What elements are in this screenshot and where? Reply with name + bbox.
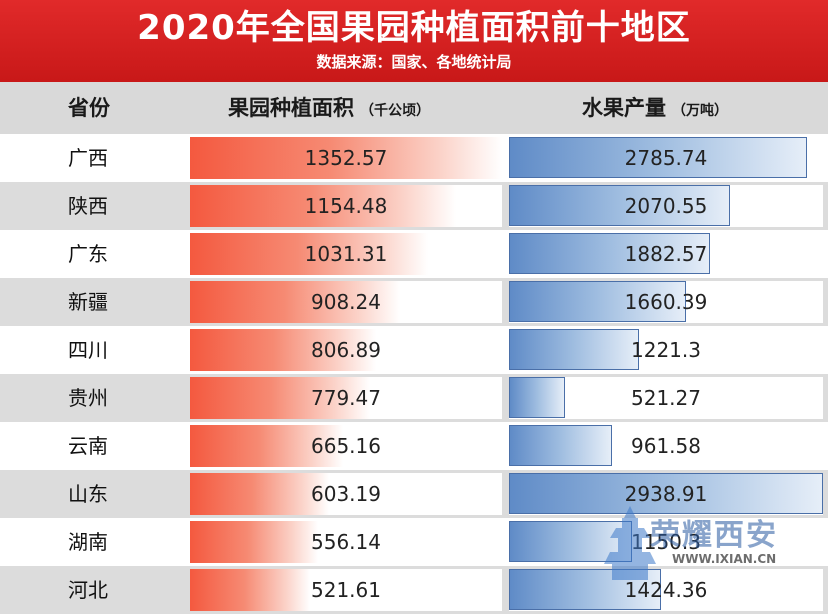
area-bar — [190, 137, 502, 179]
area-bar-track — [190, 185, 502, 227]
chart-title: 2020年全国果园种植面积前十地区 — [137, 8, 691, 48]
area-value-label: 521.61 — [311, 578, 381, 602]
table-row: 新疆 908.24 1660.39 — [0, 278, 828, 326]
area-bar-track — [190, 377, 502, 419]
province-label: 四川 — [68, 338, 108, 362]
area-value-label: 1154.48 — [304, 194, 388, 218]
area-bar — [190, 521, 318, 563]
area-bar — [190, 569, 310, 611]
area-bar-track — [190, 569, 502, 611]
province-label: 陕西 — [68, 194, 108, 218]
area-bar-track — [190, 137, 502, 179]
column-header-production: 水果产量 （万吨） — [582, 96, 728, 120]
production-value-label: 1660.39 — [624, 290, 708, 314]
production-bar — [509, 281, 686, 322]
production-bar-track — [509, 233, 823, 275]
area-value-label: 603.19 — [311, 482, 381, 506]
area-value-label: 1352.57 — [304, 146, 388, 170]
area-bar — [190, 281, 400, 323]
area-bar-track — [190, 281, 502, 323]
area-bar-track — [190, 473, 502, 515]
area-value-label: 806.89 — [311, 338, 381, 362]
watermark-logo: 荣耀西安 WWW.IXIAN.CN — [602, 504, 812, 594]
area-value-label: 779.47 — [311, 386, 381, 410]
area-bar — [190, 425, 343, 467]
tower-logo-icon — [604, 506, 656, 580]
production-bar — [509, 473, 823, 514]
province-label: 新疆 — [68, 290, 108, 314]
production-bar-track — [509, 569, 823, 611]
province-label: 广东 — [68, 242, 108, 266]
production-bar-track — [509, 473, 823, 515]
production-bar-track — [509, 281, 823, 323]
table-row: 广西 1352.57 2785.74 — [0, 134, 828, 182]
production-bar-track — [509, 137, 823, 179]
watermark-text: 荣耀西安 — [650, 518, 778, 553]
column-header-area: 果园种植面积 （千公顷） — [228, 96, 430, 120]
table-row: 陕西 1154.48 2070.55 — [0, 182, 828, 230]
table-row: 四川 806.89 1221.3 — [0, 326, 828, 374]
province-label: 山东 — [68, 482, 108, 506]
area-bar — [190, 185, 456, 227]
area-bar-track — [190, 329, 502, 371]
production-bar — [509, 569, 661, 610]
production-bar-track — [509, 425, 823, 467]
production-bar-track — [509, 185, 823, 227]
area-value-label: 1031.31 — [304, 242, 388, 266]
area-bar — [190, 233, 428, 275]
area-bar-track — [190, 233, 502, 275]
area-value-label: 665.16 — [311, 434, 381, 458]
watermark-url: WWW.IXIAN.CN — [672, 552, 777, 566]
header-banner: 2020年全国果园种植面积前十地区 数据来源：国家、各地统计局 — [0, 0, 828, 82]
province-label: 湖南 — [68, 530, 108, 554]
table-row: 河北 521.61 1424.36 — [0, 566, 828, 614]
area-bar — [190, 377, 370, 419]
column-header-row: 省份 果园种植面积 （千公顷） 水果产量 （万吨） — [0, 82, 828, 134]
column-header-production-unit: （万吨） — [672, 103, 728, 119]
production-value-label: 2785.74 — [624, 146, 708, 170]
province-label: 云南 — [68, 434, 108, 458]
production-value-label: 1882.57 — [624, 242, 708, 266]
province-label: 广西 — [68, 146, 108, 170]
table-row: 云南 665.16 961.58 — [0, 422, 828, 470]
table-row: 山东 603.19 2938.91 — [0, 470, 828, 518]
production-bar — [509, 329, 639, 370]
production-bar-track — [509, 329, 823, 371]
production-bar-track — [509, 377, 823, 419]
production-bar — [509, 377, 565, 418]
production-bar — [509, 185, 730, 226]
production-value-label: 1424.36 — [624, 578, 708, 602]
column-header-area-unit: （千公顷） — [360, 103, 430, 119]
table-row: 贵州 779.47 521.27 — [0, 374, 828, 422]
area-value-label: 556.14 — [311, 530, 381, 554]
area-bar-track — [190, 521, 502, 563]
production-value-label: 521.27 — [631, 386, 701, 410]
column-header-province: 省份 — [68, 96, 110, 120]
area-bar-track — [190, 425, 502, 467]
production-bar — [509, 137, 807, 178]
chart-subtitle: 数据来源：国家、各地统计局 — [316, 53, 512, 71]
province-label: 河北 — [68, 578, 108, 602]
production-value-label: 2938.91 — [624, 482, 708, 506]
area-value-label: 908.24 — [311, 290, 381, 314]
table-row: 湖南 556.14 1150.3 — [0, 518, 828, 566]
production-value-label: 961.58 — [631, 434, 701, 458]
table-row: 广东 1031.31 1882.57 — [0, 230, 828, 278]
production-value-label: 2070.55 — [624, 194, 708, 218]
production-value-label: 1221.3 — [631, 338, 701, 362]
production-bar — [509, 233, 710, 274]
province-label: 贵州 — [68, 386, 108, 410]
area-bar — [190, 473, 329, 515]
production-bar — [509, 425, 612, 466]
area-bar — [190, 329, 376, 371]
